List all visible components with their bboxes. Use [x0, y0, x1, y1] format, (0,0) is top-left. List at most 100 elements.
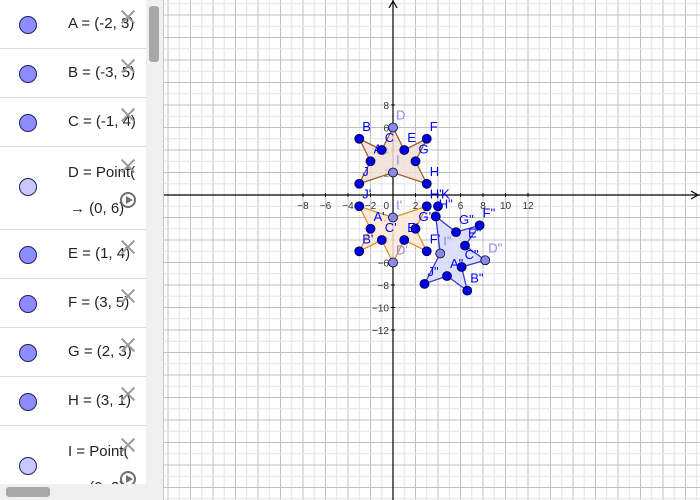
x-tick-label: −8 [297, 201, 309, 212]
point[interactable] [421, 201, 432, 212]
scrollbar-thumb[interactable] [6, 487, 50, 497]
visibility-toggle[interactable] [19, 393, 37, 411]
x-tick-label: −6 [320, 201, 332, 212]
point-label: C" [465, 247, 479, 262]
algebra-value: → (0, 6) [70, 200, 125, 217]
algebra-definition[interactable]: I = Point( [68, 443, 129, 460]
point[interactable] [460, 240, 470, 251]
point[interactable] [388, 122, 398, 133]
coordinate-plane[interactable]: −8−6−4−2246810128642−2−4−6−8−10−120 DEFG… [164, 0, 700, 500]
point[interactable] [354, 178, 365, 189]
horizontal-scrollbar[interactable] [0, 484, 163, 500]
point[interactable] [480, 255, 491, 266]
point[interactable] [388, 212, 398, 223]
algebra-definition[interactable]: A = (-2, 3) [68, 15, 135, 32]
point[interactable] [474, 220, 485, 231]
point[interactable] [365, 223, 376, 234]
delete-icon[interactable] [120, 58, 136, 74]
algebra-definition[interactable]: E = (1, 4) [68, 245, 131, 262]
visibility-toggle[interactable] [19, 178, 37, 196]
point[interactable] [421, 178, 432, 189]
point[interactable] [462, 285, 473, 296]
point-label: B" [470, 271, 484, 286]
delete-icon[interactable] [120, 337, 136, 353]
point[interactable] [410, 223, 421, 234]
delete-icon[interactable] [120, 9, 136, 25]
algebra-definition[interactable]: G = (2, 3) [68, 343, 132, 360]
x-tick-label: 6 [458, 201, 464, 212]
point-label: I' [396, 198, 402, 213]
visibility-toggle[interactable] [19, 16, 37, 34]
origin-label: 0 [383, 201, 389, 212]
point[interactable] [451, 227, 461, 238]
x-tick-label: 10 [500, 201, 512, 212]
visibility-toggle[interactable] [19, 246, 37, 264]
algebra-row[interactable]: F = (3, 5) [0, 279, 146, 328]
point[interactable] [354, 133, 365, 144]
algebra-definition[interactable]: B = (-3, 5) [68, 64, 136, 81]
delete-icon[interactable] [120, 288, 136, 304]
point-label: F' [430, 231, 440, 246]
x-tick-label: 12 [522, 201, 534, 212]
point-label: D' [396, 243, 408, 258]
point[interactable] [376, 145, 387, 155]
y-tick-label: 6 [383, 124, 389, 135]
point[interactable] [399, 235, 410, 245]
visibility-toggle[interactable] [19, 65, 37, 83]
graphics-view[interactable]: −8−6−4−2246810128642−2−4−6−8−10−120 DEFG… [164, 0, 700, 500]
algebra-definition[interactable]: H = (3, 1) [68, 392, 131, 409]
algebra-definition[interactable]: C = (-1, 4) [68, 113, 136, 130]
point[interactable] [442, 271, 452, 281]
delete-icon[interactable] [120, 107, 136, 123]
point-label: C [385, 130, 394, 145]
delete-icon[interactable] [120, 239, 136, 255]
point[interactable] [399, 145, 410, 155]
y-tick-label: −6 [378, 259, 390, 270]
point-label: I [396, 153, 400, 168]
point-label: G" [459, 212, 474, 227]
point-label: J' [362, 186, 371, 201]
algebra-definition[interactable]: F = (3, 5) [68, 294, 130, 311]
algebra-row[interactable]: B = (-3, 5) [0, 49, 146, 98]
point[interactable] [410, 156, 421, 167]
algebra-row[interactable]: H = (3, 1) [0, 377, 146, 426]
point[interactable] [435, 248, 446, 259]
point[interactable] [433, 201, 443, 212]
play-icon[interactable] [120, 192, 136, 208]
point-label: C' [385, 220, 397, 235]
delete-icon[interactable] [120, 437, 136, 453]
point[interactable] [354, 201, 365, 212]
algebra-row[interactable]: E = (1, 4) [0, 230, 146, 279]
point[interactable] [430, 211, 441, 222]
point[interactable] [421, 133, 432, 144]
point[interactable] [388, 257, 398, 268]
visibility-toggle[interactable] [19, 344, 37, 362]
algebra-row[interactable]: A = (-2, 3) [0, 0, 146, 49]
point-label: A" [450, 256, 464, 271]
algebra-row[interactable]: C = (-1, 4) [0, 98, 146, 147]
delete-icon[interactable] [120, 386, 136, 402]
algebra-row[interactable]: D = Point( → (0, 6) [0, 147, 146, 230]
y-tick-label: −10 [372, 304, 389, 315]
point[interactable] [354, 246, 365, 257]
point[interactable] [388, 167, 398, 178]
point[interactable] [421, 246, 432, 257]
visibility-toggle[interactable] [19, 295, 37, 313]
point[interactable] [376, 235, 387, 245]
algebra-definition[interactable]: D = Point( [68, 164, 136, 181]
point-label: H [430, 164, 439, 179]
point-label: B [362, 119, 371, 134]
algebra-row[interactable]: G = (2, 3) [0, 328, 146, 377]
y-tick-label: −8 [378, 281, 390, 292]
visibility-toggle[interactable] [19, 114, 37, 132]
point-label: F [430, 119, 438, 134]
visibility-toggle[interactable] [19, 457, 37, 475]
point[interactable] [365, 156, 376, 167]
scrollbar-thumb[interactable] [149, 6, 159, 62]
x-tick-label: −2 [365, 201, 377, 212]
point[interactable] [419, 278, 430, 289]
vertical-scrollbar[interactable] [146, 0, 163, 484]
point[interactable] [456, 262, 467, 272]
point-label: A' [374, 209, 385, 224]
delete-icon[interactable] [120, 158, 136, 174]
